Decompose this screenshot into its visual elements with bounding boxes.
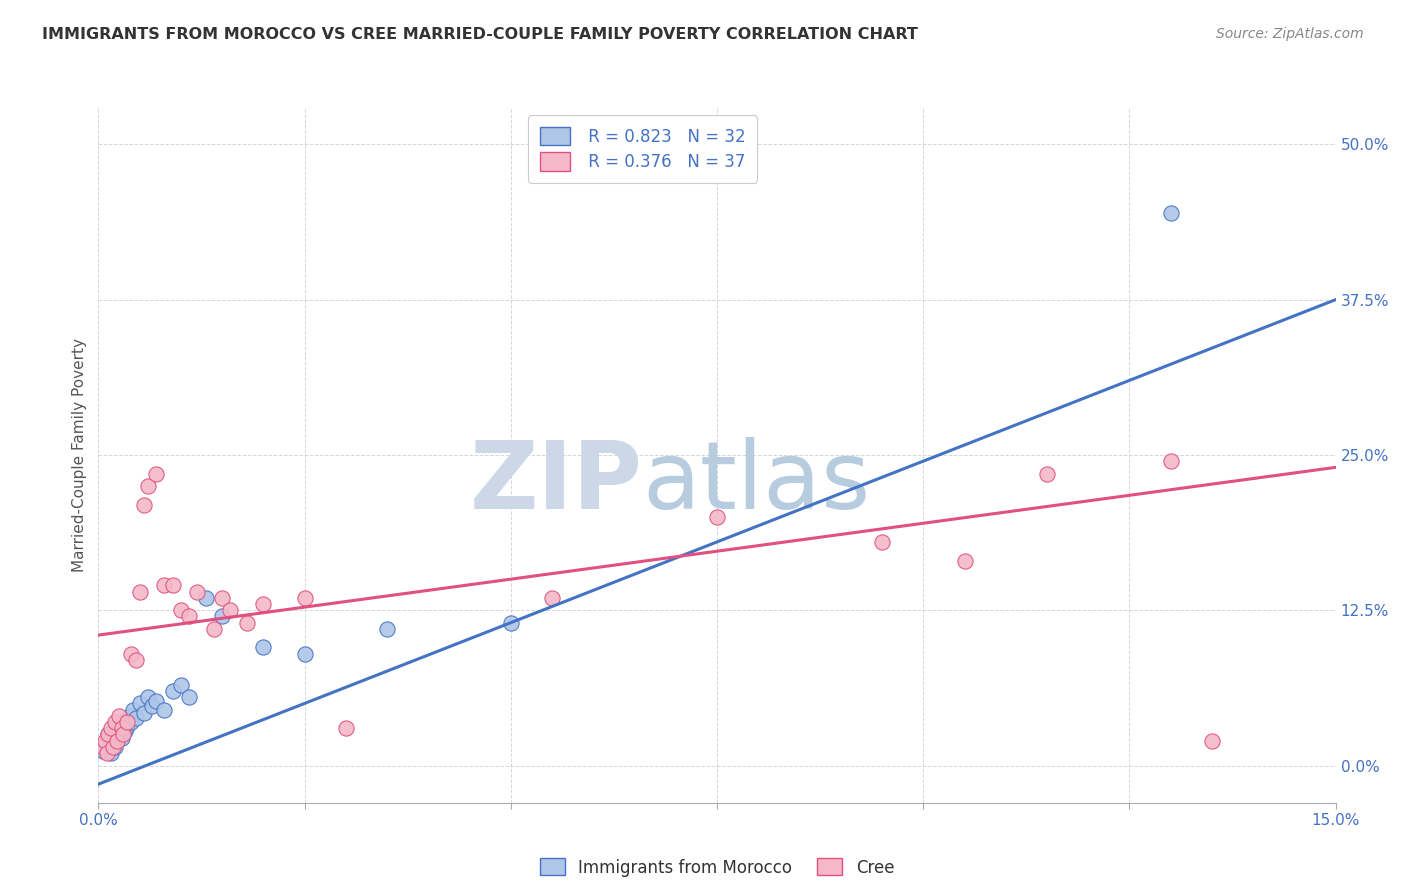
Point — [96, 736, 118, 750]
Point — [141, 698, 163, 713]
Point — [211, 609, 233, 624]
Point — [97, 727, 120, 741]
Point — [870, 534, 893, 549]
Point — [1201, 733, 1223, 747]
Point — [132, 706, 155, 721]
Point — [153, 578, 176, 592]
Point — [236, 615, 259, 630]
Point — [96, 746, 118, 760]
Point — [105, 733, 128, 747]
Point — [120, 714, 142, 729]
Point — [110, 731, 132, 746]
Point — [124, 653, 146, 667]
Point — [179, 609, 201, 624]
Point — [108, 708, 131, 723]
Point — [118, 708, 141, 723]
Legend: Immigrants from Morocco, Cree: Immigrants from Morocco, Cree — [531, 850, 903, 885]
Point — [335, 721, 357, 735]
Point — [953, 553, 976, 567]
Point — [100, 721, 122, 735]
Point — [1036, 467, 1059, 481]
Point — [104, 739, 127, 754]
Point — [194, 591, 217, 605]
Point — [202, 622, 225, 636]
Point — [91, 739, 114, 754]
Point — [108, 721, 131, 735]
Point — [100, 746, 122, 760]
Point — [170, 603, 193, 617]
Text: atlas: atlas — [643, 437, 872, 529]
Point — [122, 703, 145, 717]
Text: Source: ZipAtlas.com: Source: ZipAtlas.com — [1216, 27, 1364, 41]
Point — [124, 711, 146, 725]
Point — [706, 510, 728, 524]
Point — [136, 690, 159, 705]
Point — [294, 647, 316, 661]
Point — [170, 678, 193, 692]
Point — [541, 591, 564, 605]
Point — [128, 697, 150, 711]
Point — [112, 714, 135, 729]
Point — [110, 721, 132, 735]
Point — [128, 584, 150, 599]
Point — [112, 727, 135, 741]
Point — [105, 723, 128, 738]
Point — [162, 578, 184, 592]
Point — [1160, 454, 1182, 468]
Point — [162, 684, 184, 698]
Point — [252, 597, 274, 611]
Point — [114, 723, 136, 738]
Point — [145, 467, 167, 481]
Point — [97, 727, 120, 741]
Point — [136, 479, 159, 493]
Text: ZIP: ZIP — [470, 437, 643, 529]
Point — [117, 719, 139, 733]
Point — [219, 603, 242, 617]
Y-axis label: Married-Couple Family Poverty: Married-Couple Family Poverty — [72, 338, 87, 572]
Point — [375, 622, 398, 636]
Point — [211, 591, 233, 605]
Point — [104, 714, 127, 729]
Point — [103, 739, 125, 754]
Point — [94, 733, 117, 747]
Point — [153, 703, 176, 717]
Point — [91, 744, 114, 758]
Text: IMMIGRANTS FROM MOROCCO VS CREE MARRIED-COUPLE FAMILY POVERTY CORRELATION CHART: IMMIGRANTS FROM MOROCCO VS CREE MARRIED-… — [42, 27, 918, 42]
Point — [186, 584, 208, 599]
Point — [103, 733, 125, 747]
Point — [179, 690, 201, 705]
Point — [1160, 205, 1182, 219]
Point — [117, 714, 139, 729]
Point — [132, 498, 155, 512]
Point — [294, 591, 316, 605]
Point — [252, 640, 274, 655]
Point — [499, 615, 522, 630]
Point — [120, 647, 142, 661]
Point — [145, 694, 167, 708]
